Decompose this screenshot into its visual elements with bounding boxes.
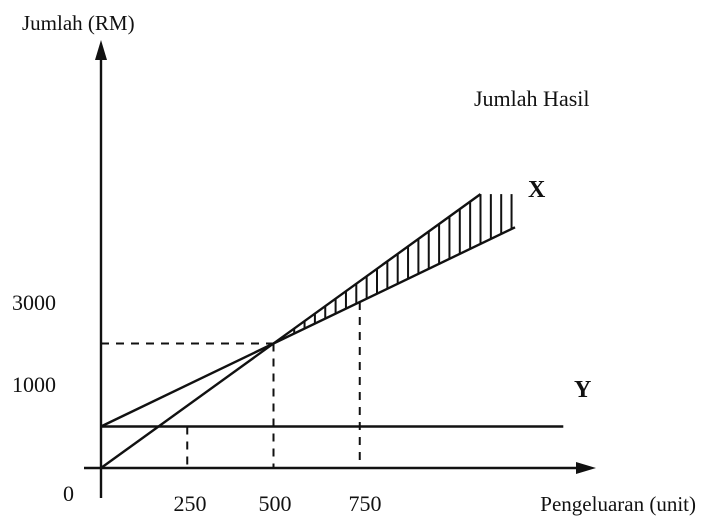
series-lines [101,194,563,468]
x-axis-title: Pengeluaran (unit) [540,492,696,516]
x-axis-arrow [576,462,596,474]
series-label-x: X [528,177,546,203]
y-axis-arrow [95,40,107,60]
series-label-jumlah-hasil: Jumlah Hasil [474,86,590,111]
y-axis-title: Jumlah (RM) [22,11,135,35]
line-x [101,227,515,426]
x-tick-label: 750 [349,491,382,516]
x-tick-label: 500 [259,491,292,516]
y-tick-label: 3000 [12,290,56,315]
guide-lines [101,302,360,468]
origin-label: 0 [63,481,74,506]
x-tick-label: 250 [174,491,207,516]
hatch-area [284,194,512,338]
series-label-y: Y [574,377,591,403]
y-tick-label: 1000 [12,372,56,397]
